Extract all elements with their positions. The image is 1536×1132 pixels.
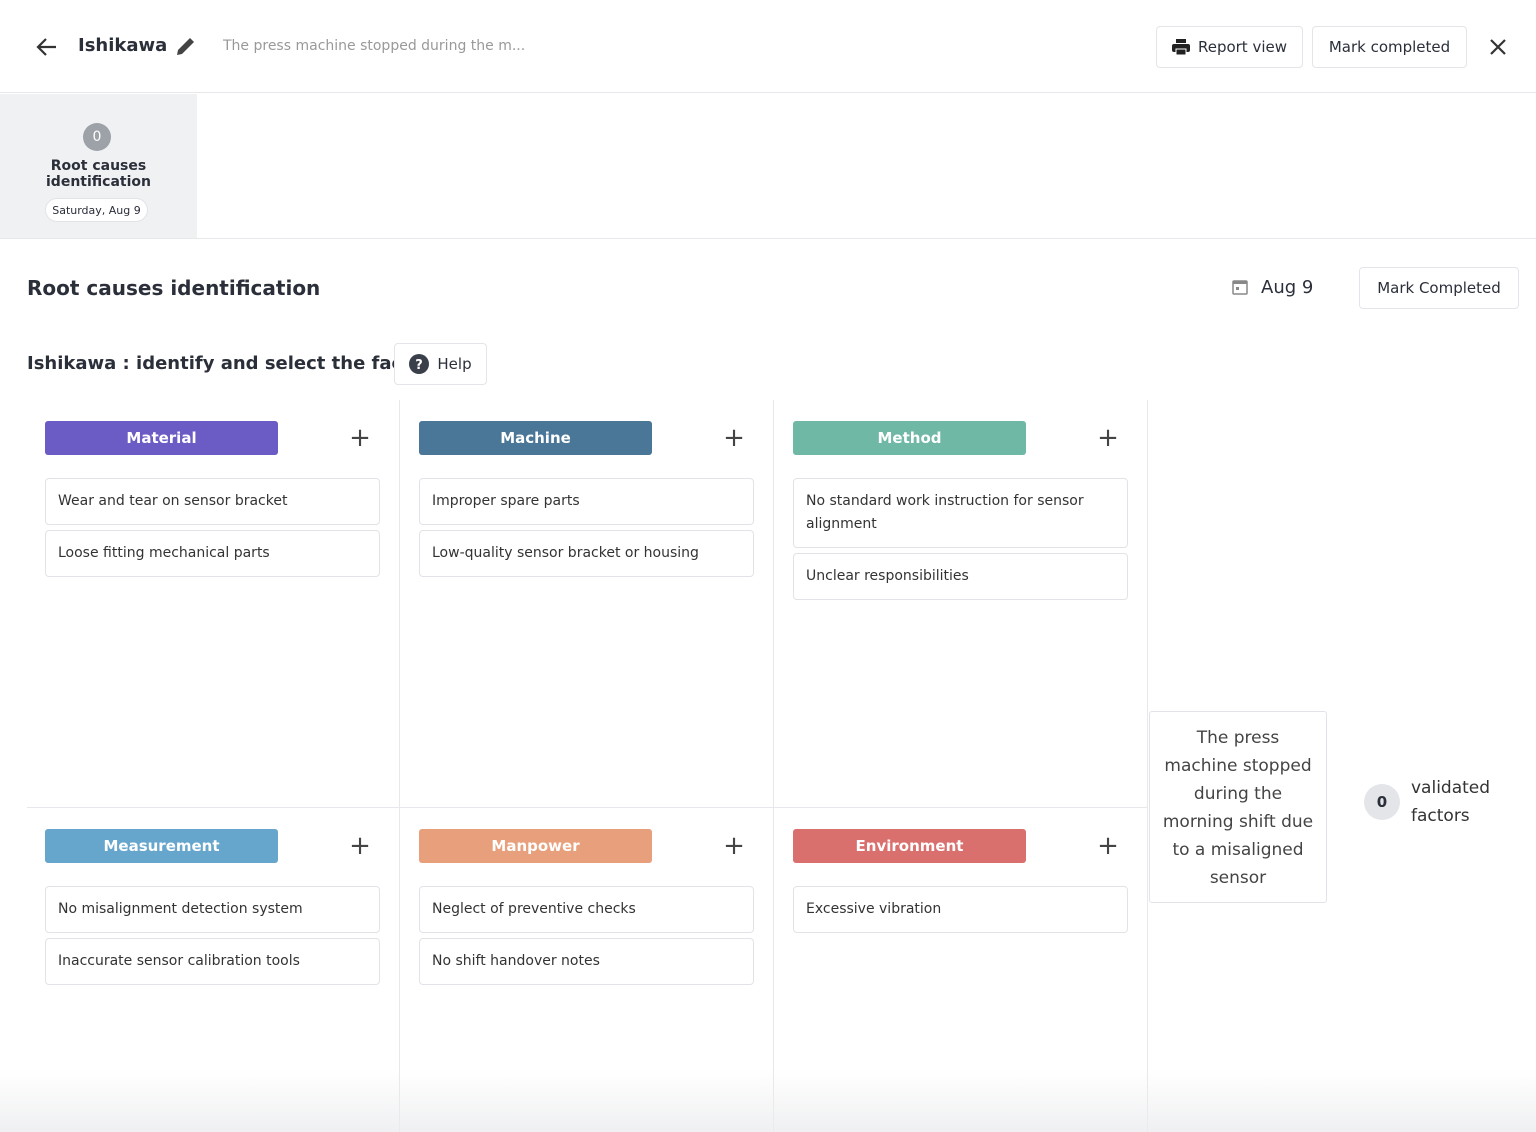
svg-text:?: ? xyxy=(416,358,424,373)
button-label: Mark Completed xyxy=(1377,279,1501,297)
factor-card[interactable]: Unclear responsibilities xyxy=(793,553,1128,600)
page-title: Ishikawa xyxy=(78,35,168,56)
step-label: Root causes identification xyxy=(46,158,151,190)
edit-icon[interactable] xyxy=(175,35,197,57)
factor-card[interactable]: Inaccurate sensor calibration tools xyxy=(45,938,380,985)
problem-box: The press machine stopped during the mor… xyxy=(1149,711,1327,903)
category-header[interactable]: Measurement xyxy=(45,829,278,863)
section-date: Aug 9 xyxy=(1261,277,1314,298)
button-label: Help xyxy=(437,355,472,373)
report-button[interactable]: Report view xyxy=(1156,26,1303,68)
top-bar: Ishikawa The press machine stopped durin… xyxy=(0,0,1536,93)
step-date: Saturday, Aug 9 xyxy=(45,198,148,222)
category-header[interactable]: Environment xyxy=(793,829,1026,863)
factor-card[interactable]: No misalignment detection system xyxy=(45,886,380,933)
factor-card[interactable]: Improper spare parts xyxy=(419,478,754,525)
column-divider xyxy=(773,400,774,1132)
subtitle: The press machine stopped during the m..… xyxy=(223,38,526,54)
validated-label: validated factors xyxy=(1411,778,1491,826)
factor-card[interactable]: Low-quality sensor bracket or housing xyxy=(419,530,754,577)
factor-card[interactable]: Neglect of preventive checks xyxy=(419,886,754,933)
bottom-fade xyxy=(0,1070,1536,1132)
close-icon[interactable] xyxy=(1490,39,1506,55)
complete-button[interactable]: Mark completed xyxy=(1312,26,1467,68)
column-divider xyxy=(399,400,400,1132)
category-header[interactable]: Method xyxy=(793,421,1026,455)
add-factor[interactable]: + xyxy=(349,831,371,861)
category-header[interactable]: Machine xyxy=(419,421,652,455)
steps-bar: 0 Root causes identification Saturday, A… xyxy=(0,94,1536,239)
section-complete-button[interactable]: Mark Completed xyxy=(1359,267,1519,309)
calendar-icon xyxy=(1232,280,1248,295)
validated-count: 0 xyxy=(1364,784,1400,820)
add-factor[interactable]: + xyxy=(723,831,745,861)
prompt: Ishikawa : identify and select the facto… xyxy=(27,353,450,374)
category-header[interactable]: Material xyxy=(45,421,278,455)
step-badge: 0 xyxy=(83,123,111,151)
factor-card[interactable]: No shift handover notes xyxy=(419,938,754,985)
factor-card[interactable]: No standard work instruction for sensor … xyxy=(793,478,1128,548)
button-label: Mark completed xyxy=(1328,38,1451,56)
section-title: Root causes identification xyxy=(27,276,321,300)
help-icon: ? xyxy=(409,354,430,374)
row-divider xyxy=(27,807,1147,808)
print-icon xyxy=(1171,39,1190,55)
help-button[interactable]: ? Help xyxy=(394,343,487,385)
back-arrow[interactable] xyxy=(36,36,58,58)
add-factor[interactable]: + xyxy=(1097,423,1119,453)
add-factor[interactable]: + xyxy=(349,423,371,453)
button-label: Report view xyxy=(1197,38,1288,56)
factor-card[interactable]: Wear and tear on sensor bracket xyxy=(45,478,380,525)
factor-card[interactable]: Excessive vibration xyxy=(793,886,1128,933)
column-divider xyxy=(1147,400,1148,1132)
factor-card[interactable]: Loose fitting mechanical parts xyxy=(45,530,380,577)
step-card[interactable]: 0 Root causes identification Saturday, A… xyxy=(0,94,197,238)
add-factor[interactable]: + xyxy=(1097,831,1119,861)
category-header[interactable]: Manpower xyxy=(419,829,652,863)
add-factor[interactable]: + xyxy=(723,423,745,453)
